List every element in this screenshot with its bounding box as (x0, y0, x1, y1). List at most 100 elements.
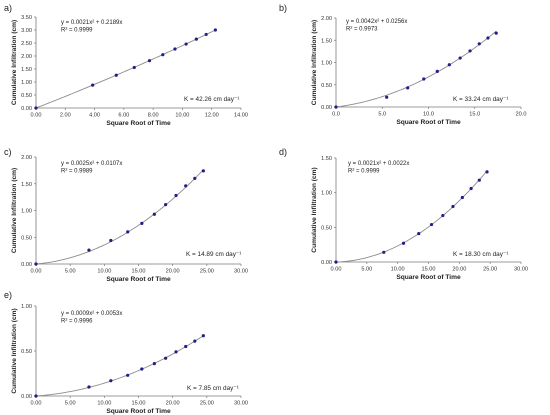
data-point (140, 367, 144, 371)
y-axis-title: Cumulative Infiltration (cm) (11, 308, 18, 393)
r-squared-label: R² = 0.9996 (61, 319, 93, 325)
data-point (132, 65, 136, 70)
data-point (441, 213, 445, 218)
data-point (334, 105, 338, 109)
x-tick-label: 2.00 (60, 113, 71, 119)
y-tick-label: 0.00 (321, 260, 332, 266)
panel-label: a) (4, 3, 12, 13)
chart-panel-b: b) 0.0 5.0 10.0 15.0 20.0 0.00 0.50 1.00 1.50 2.00… (279, 3, 526, 126)
data-point (213, 28, 217, 32)
trendline (335, 170, 488, 263)
y-tick-label: 0.00 (21, 394, 32, 400)
data-point (174, 193, 178, 198)
x-tick-label: 0.0 (332, 112, 340, 118)
data-point (173, 47, 177, 51)
x-tick-label: 5.00 (361, 267, 372, 273)
x-tick-label: 0.00 (31, 113, 42, 119)
data-point (184, 42, 188, 46)
k-value-label: K = 33.24 cm day⁻¹ (453, 96, 508, 103)
chart-panel-c: c) 0.00 5.00 10.00 15.00 20.00 25.00 30.00 0.00 0… (4, 147, 248, 283)
x-tick-label: 10.0 (423, 112, 434, 118)
x-tick-label: 0.00 (331, 267, 342, 273)
y-tick-label: 0.00 (21, 262, 32, 268)
trend-equation: y = 0.0021x² + 0.2189x (61, 20, 122, 26)
y-tick-label: 2.00 (21, 155, 32, 161)
panel-label: c) (4, 147, 12, 157)
x-tick-label: 20.00 (166, 401, 180, 407)
r-squared-label: R² = 0.9999 (61, 28, 93, 34)
data-point (140, 221, 144, 225)
data-point (382, 250, 386, 254)
data-point (422, 77, 426, 81)
y-tick-label: 1.00 (321, 61, 332, 67)
y-tick-label: 0.50 (21, 349, 32, 355)
data-point (152, 362, 156, 366)
data-point (447, 63, 451, 67)
chart-panel-d: d) 0.00 5.00 10.00 15.00 20.00 25.00 30.00 0.00 0… (279, 147, 528, 281)
data-point (109, 238, 113, 243)
data-point (468, 49, 472, 53)
x-tick-label: 20.00 (452, 267, 466, 273)
x-tick-label: 10.00 (391, 267, 405, 273)
y-tick-label: 2.50 (21, 41, 32, 47)
r-squared-label: R² = 0.9973 (346, 27, 378, 33)
k-value-label: K = 18.30 cm day⁻¹ (453, 251, 508, 258)
y-tick-label: 1.50 (21, 182, 32, 188)
data-point (164, 203, 168, 207)
x-tick-label: 25.00 (200, 401, 214, 407)
x-axis-title: Square Root of Time (396, 274, 461, 281)
k-value-label: K = 14.89 cm day⁻¹ (186, 251, 241, 258)
data-point (435, 69, 439, 73)
x-tick-label: 5.0 (378, 112, 386, 118)
panel-label: b) (279, 3, 287, 13)
data-point (114, 73, 118, 77)
data-point (164, 356, 168, 360)
y-tick-label: 0.50 (21, 93, 32, 99)
data-point (152, 212, 156, 216)
y-tick-label: 2.00 (21, 54, 32, 60)
y-tick-label: 1.50 (321, 38, 332, 44)
y-axis-title: Cumulative Infiltration (cm) (11, 168, 18, 253)
x-tick-label: 0.00 (31, 401, 42, 407)
y-tick-label: 1.00 (21, 80, 32, 86)
x-tick-label: 30.00 (234, 269, 248, 275)
data-point (34, 394, 38, 398)
y-tick-label: 1.00 (21, 209, 32, 215)
y-tick-label: 3.00 (21, 28, 32, 34)
x-tick-label: 20.0 (516, 112, 527, 118)
x-tick-label: 15.00 (132, 269, 146, 275)
chart-panel-a: a) 0.00 2.00 4.00 6.00 8.00 10.00 12.00 14.00 0.0… (4, 3, 248, 127)
x-tick-label: 5.00 (65, 401, 76, 407)
data-point (174, 350, 178, 354)
k-value-label: K = 42.26 cm day⁻¹ (184, 96, 239, 103)
data-point (458, 56, 462, 60)
data-point (451, 204, 455, 209)
data-point (184, 184, 188, 188)
x-tick-label: 12.00 (205, 113, 219, 119)
r-squared-label: R² = 0.9999 (348, 169, 380, 175)
data-point (406, 86, 410, 90)
y-tick-label: 1.00 (321, 191, 332, 197)
y-tick-label: 0.50 (21, 235, 32, 241)
x-tick-label: 15.00 (132, 401, 146, 407)
data-point (91, 83, 95, 87)
y-tick-label: 3.50 (21, 15, 32, 21)
y-tick-label: 1.00 (21, 304, 32, 310)
data-point (161, 53, 165, 57)
data-point (87, 248, 91, 252)
trend-equation: y = 0.0021x² + 0.0022x (348, 161, 409, 167)
k-value-label: K = 7.85 cm day⁻¹ (187, 385, 239, 392)
data-point (417, 231, 421, 236)
y-tick-label: 0.00 (21, 106, 32, 112)
data-point (486, 36, 490, 40)
data-point (87, 385, 91, 389)
data-point (109, 379, 113, 383)
x-tick-label: 14.00 (234, 113, 248, 119)
data-point (477, 178, 481, 182)
x-axis-title: Square Root of Time (396, 119, 461, 126)
data-point (429, 222, 434, 227)
data-point (204, 32, 208, 37)
data-point (477, 42, 481, 46)
y-tick-label: 1.50 (21, 67, 32, 73)
